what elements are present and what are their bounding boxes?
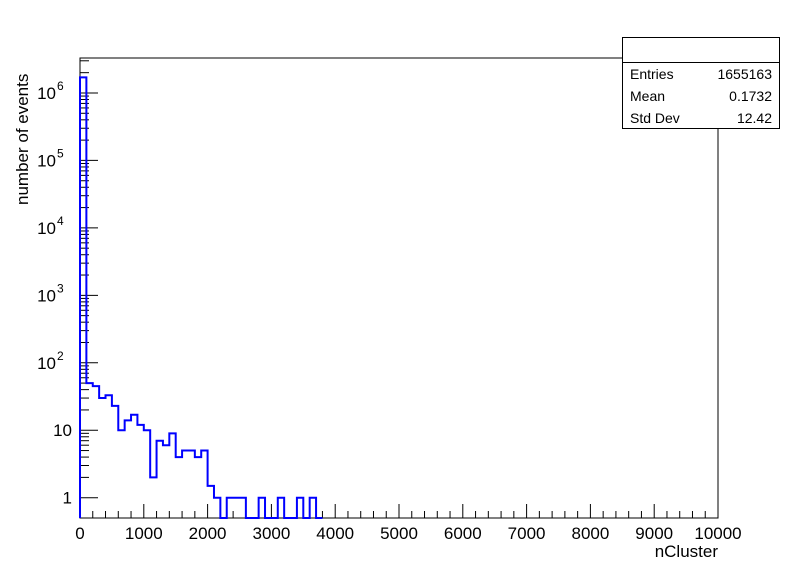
stats-label: Entries bbox=[630, 66, 674, 82]
x-tick-label: 8000 bbox=[571, 524, 609, 543]
x-tick-label: 1000 bbox=[125, 524, 163, 543]
y-tick-label: 10 bbox=[37, 151, 56, 170]
y-tick-label: 10 bbox=[37, 354, 56, 373]
x-axis-label: nCluster bbox=[655, 542, 719, 561]
y-tick-exponent: 6 bbox=[57, 79, 64, 93]
x-tick-label: 3000 bbox=[252, 524, 290, 543]
stats-value: 0.1732 bbox=[729, 88, 772, 104]
y-tick-exponent: 4 bbox=[57, 214, 64, 228]
stats-row-mean: Mean 0.1732 bbox=[623, 85, 779, 107]
y-tick-exponent: 2 bbox=[57, 349, 64, 363]
x-tick-label: 0 bbox=[75, 524, 84, 543]
y-axis-label: number of events bbox=[13, 74, 32, 205]
y-tick-label: 10 bbox=[37, 219, 56, 238]
stats-box-title bbox=[623, 38, 779, 63]
x-tick-label: 5000 bbox=[380, 524, 418, 543]
y-tick-label: 10 bbox=[53, 421, 72, 440]
y-tick-label: 1 bbox=[63, 489, 72, 508]
stats-value: 12.42 bbox=[736, 110, 772, 126]
stats-row-entries: Entries 1655163 bbox=[623, 63, 779, 85]
x-tick-label: 6000 bbox=[444, 524, 482, 543]
stats-box: Entries 1655163 Mean 0.1732 Std Dev 12.4… bbox=[622, 37, 780, 129]
y-tick-label: 10 bbox=[37, 84, 56, 103]
x-tick-label: 9000 bbox=[635, 524, 673, 543]
stats-label: Std Dev bbox=[630, 110, 680, 126]
y-tick-exponent: 3 bbox=[57, 281, 64, 295]
x-tick-label: 4000 bbox=[316, 524, 354, 543]
y-tick-exponent: 5 bbox=[57, 146, 64, 160]
x-tick-label: 10000 bbox=[694, 524, 741, 543]
histogram-step-line bbox=[79, 76, 323, 519]
stats-row-stddev: Std Dev 12.42 bbox=[623, 107, 779, 129]
stats-label: Mean bbox=[630, 88, 666, 104]
x-tick-label: 7000 bbox=[508, 524, 546, 543]
x-axis: 0 1000 2000 3000 4000 5000 6000 7000 8000 9000 100… bbox=[75, 504, 742, 543]
y-tick-label: 10 bbox=[37, 286, 56, 305]
stats-value: 1655163 bbox=[717, 66, 772, 82]
x-tick-label: 2000 bbox=[189, 524, 227, 543]
